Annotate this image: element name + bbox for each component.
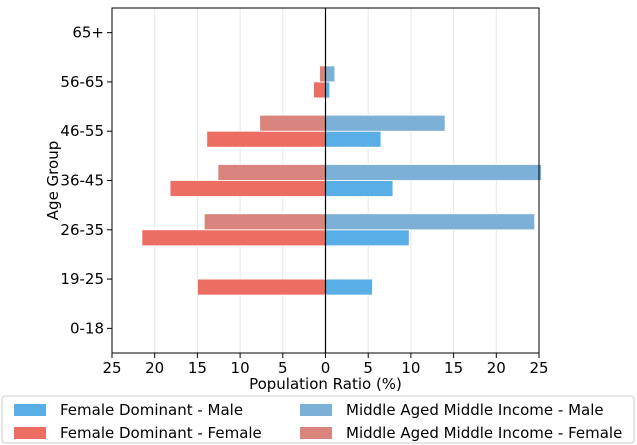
- legend-label: Middle Aged Middle Income - Male: [346, 401, 604, 419]
- bar-female-dominant-male-19-25: [325, 278, 373, 296]
- bar-female-dominant-male-36-45: [325, 180, 394, 197]
- y-tick-label: 65+: [72, 24, 104, 42]
- x-tick-label: 20: [487, 359, 506, 377]
- x-tick-label: 10: [401, 359, 420, 377]
- bar-middle-aged-middle-income-male-26-35: [325, 213, 536, 231]
- x-tick-label: 15: [444, 359, 463, 377]
- x-tick-label: 10: [231, 359, 250, 377]
- x-tick-label: 25: [529, 359, 548, 377]
- y-axis-title: Age Group: [44, 141, 62, 220]
- legend-label: Female Dominant - Female: [60, 424, 262, 442]
- bar-middle-aged-middle-income-female-56-65: [319, 65, 326, 83]
- legend-swatch: [300, 404, 332, 416]
- x-tick-label: 0: [321, 359, 331, 377]
- y-tick-label: 26-35: [60, 221, 104, 239]
- bar-female-dominant-female-36-45: [169, 180, 326, 197]
- y-tick-label: 19-25: [60, 270, 104, 288]
- legend-swatch: [14, 404, 46, 416]
- y-tick-label: 0-18: [70, 319, 104, 337]
- x-tick-label: 15: [188, 359, 207, 377]
- legend: Female Dominant - Male Middle Aged Middle…: [1, 395, 635, 444]
- x-tick-label: 5: [278, 359, 288, 377]
- legend-swatch: [300, 427, 332, 439]
- x-tick-label: 20: [145, 359, 164, 377]
- bar-female-dominant-male-26-35: [325, 229, 410, 247]
- y-tick-label: 56-65: [60, 73, 104, 91]
- y-tick-label: 46-55: [60, 122, 104, 140]
- bars: [141, 65, 542, 296]
- bar-middle-aged-middle-income-male-36-45: [325, 164, 542, 181]
- bar-female-dominant-female-46-55: [206, 130, 326, 148]
- bar-middle-aged-middle-income-female-46-55: [259, 114, 326, 132]
- x-tick-label: 5: [363, 359, 373, 377]
- bar-middle-aged-middle-income-female-36-45: [217, 164, 326, 181]
- bar-middle-aged-middle-income-male-46-55: [325, 114, 446, 132]
- y-axis-ticks: 0-18 19-25 26-35 36-45 46-55 56-65 65+: [60, 24, 112, 337]
- bar-middle-aged-middle-income-male-56-65: [325, 65, 336, 83]
- bar-female-dominant-male-46-55: [325, 130, 382, 148]
- bar-female-dominant-male-56-65: [325, 81, 331, 99]
- x-axis-ticks: 25 20 15 10 5 0 5 10 15 20 25: [102, 353, 549, 377]
- legend-label: Female Dominant - Male: [60, 401, 243, 419]
- bar-female-dominant-female-26-35: [141, 229, 326, 247]
- legend-frame: [1, 395, 635, 444]
- x-axis-title: Population Ratio (%): [249, 375, 402, 393]
- bar-female-dominant-female-56-65: [313, 81, 326, 99]
- legend-swatch: [14, 427, 46, 439]
- y-tick-label: 36-45: [60, 172, 104, 190]
- bar-middle-aged-middle-income-female-26-35: [203, 213, 326, 231]
- legend-label: Middle Aged Middle Income - Female: [346, 424, 622, 442]
- bar-female-dominant-female-19-25: [196, 278, 326, 296]
- x-tick-label: 25: [102, 359, 121, 377]
